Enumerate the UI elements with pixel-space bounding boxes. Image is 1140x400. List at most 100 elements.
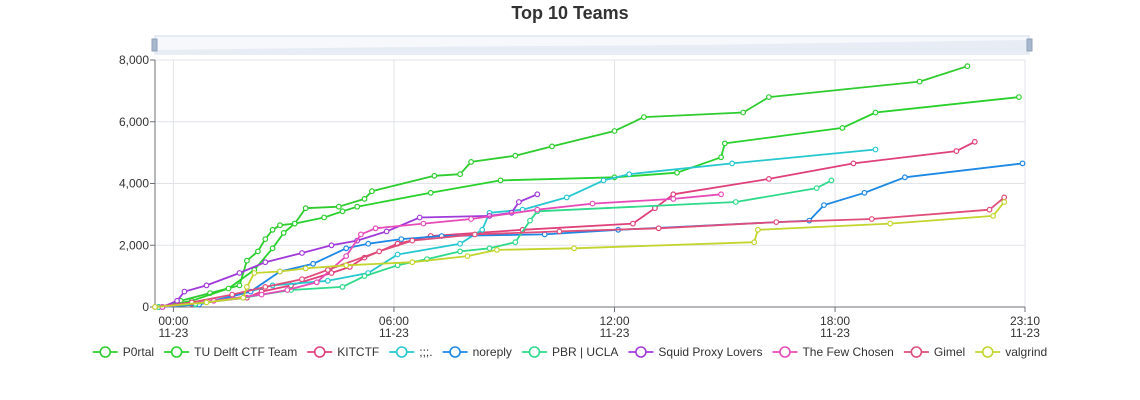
data-point[interactable] [630, 220, 636, 227]
data-point[interactable] [534, 206, 541, 213]
data-point[interactable] [766, 175, 772, 182]
data-point[interactable] [549, 143, 555, 150]
data-point[interactable] [343, 262, 350, 269]
data-point[interactable] [839, 124, 846, 131]
data-point[interactable] [457, 248, 464, 255]
data-point[interactable] [409, 259, 416, 266]
data-zoom-slider[interactable] [151, 35, 1033, 55]
legend[interactable]: P0rtal TU Delft CTF Team KITCTF;;;. noreply… [92, 345, 1047, 359]
data-point[interactable] [236, 270, 243, 276]
data-point[interactable] [262, 284, 269, 290]
data-point[interactable] [887, 220, 894, 227]
data-point[interactable] [383, 228, 390, 235]
legend-item[interactable]: Squid Proxy Lovers [628, 345, 762, 359]
data-point[interactable] [457, 171, 464, 178]
data-point[interactable] [409, 237, 416, 244]
data-point[interactable] [766, 94, 772, 100]
data-point[interactable] [343, 245, 350, 252]
data-point[interactable] [990, 212, 996, 219]
data-point[interactable] [291, 220, 298, 227]
data-point[interactable] [626, 171, 633, 178]
data-point[interactable] [369, 188, 375, 195]
data-point[interactable] [174, 297, 181, 304]
data-point[interactable] [821, 202, 827, 209]
zoom-handle-right[interactable] [1026, 38, 1033, 52]
data-point[interactable] [361, 195, 368, 202]
data-point[interactable] [953, 148, 960, 155]
data-point[interactable] [902, 174, 908, 181]
data-point[interactable] [971, 138, 978, 145]
data-point[interactable] [850, 160, 857, 167]
data-point[interactable] [302, 205, 309, 212]
legend-item[interactable]: TU Delft CTF Team [164, 345, 297, 359]
data-point[interactable] [302, 265, 309, 272]
data-point[interactable] [828, 177, 835, 184]
data-point[interactable] [674, 169, 680, 176]
data-point[interactable] [556, 228, 563, 235]
data-point[interactable] [497, 177, 504, 184]
data-point[interactable] [262, 259, 269, 266]
data-point[interactable] [420, 220, 427, 227]
data-point[interactable] [916, 78, 923, 85]
data-point[interactable] [335, 203, 342, 210]
data-point[interactable] [251, 270, 258, 276]
legend-item[interactable]: PBR | UCLA [521, 345, 618, 359]
legend-item[interactable]: P0rtal [92, 345, 154, 359]
data-point[interactable] [243, 284, 250, 290]
data-point[interactable] [324, 267, 331, 273]
data-point[interactable] [339, 284, 346, 290]
data-point[interactable] [718, 154, 724, 161]
data-point[interactable] [589, 200, 596, 207]
data-point[interactable] [813, 185, 820, 192]
data-point[interactable] [479, 226, 486, 233]
data-point[interactable] [1001, 199, 1008, 205]
data-point[interactable] [732, 199, 739, 205]
data-point[interactable] [416, 214, 423, 221]
data-point[interactable] [1019, 160, 1026, 167]
data-point[interactable] [427, 189, 434, 196]
data-point[interactable] [254, 248, 261, 255]
data-point[interactable] [471, 231, 478, 238]
data-point[interactable] [431, 172, 438, 179]
data-point[interactable] [269, 226, 276, 233]
data-point[interactable] [527, 217, 533, 224]
data-point[interactable] [468, 216, 475, 222]
data-point[interactable] [269, 245, 276, 252]
data-point[interactable] [299, 250, 305, 256]
data-point[interactable] [339, 208, 346, 215]
data-point[interactable] [721, 140, 728, 147]
data-point[interactable] [718, 191, 724, 198]
legend-item[interactable]: noreply [442, 345, 512, 359]
data-point[interactable] [262, 236, 269, 243]
data-point[interactable] [240, 294, 247, 301]
data-point[interactable] [655, 225, 662, 232]
data-point[interactable] [365, 240, 372, 247]
data-point[interactable] [600, 177, 607, 184]
data-point[interactable] [313, 279, 320, 286]
data-point[interactable] [641, 114, 647, 120]
data-point[interactable] [181, 288, 188, 295]
data-point[interactable] [534, 191, 541, 198]
data-point[interactable] [372, 225, 379, 232]
data-point[interactable] [670, 191, 677, 198]
data-point[interactable] [324, 277, 331, 284]
data-point[interactable] [310, 260, 317, 267]
data-point[interactable] [1016, 94, 1022, 100]
data-point[interactable] [1001, 194, 1008, 201]
data-point[interactable] [868, 216, 875, 222]
data-point[interactable] [494, 246, 500, 253]
data-point[interactable] [203, 299, 210, 306]
data-point[interactable] [328, 242, 335, 249]
data-point[interactable] [152, 304, 158, 310]
data-point[interactable] [861, 189, 868, 196]
data-point[interactable] [986, 206, 993, 213]
data-point[interactable] [964, 63, 971, 70]
data-point[interactable] [755, 226, 761, 233]
data-point[interactable] [258, 291, 265, 298]
data-point[interactable] [328, 270, 335, 276]
data-point[interactable] [358, 231, 364, 238]
data-point[interactable] [236, 282, 243, 289]
data-point[interactable] [751, 239, 758, 246]
data-point[interactable] [872, 146, 879, 153]
legend-item[interactable]: valgrind [975, 345, 1047, 359]
